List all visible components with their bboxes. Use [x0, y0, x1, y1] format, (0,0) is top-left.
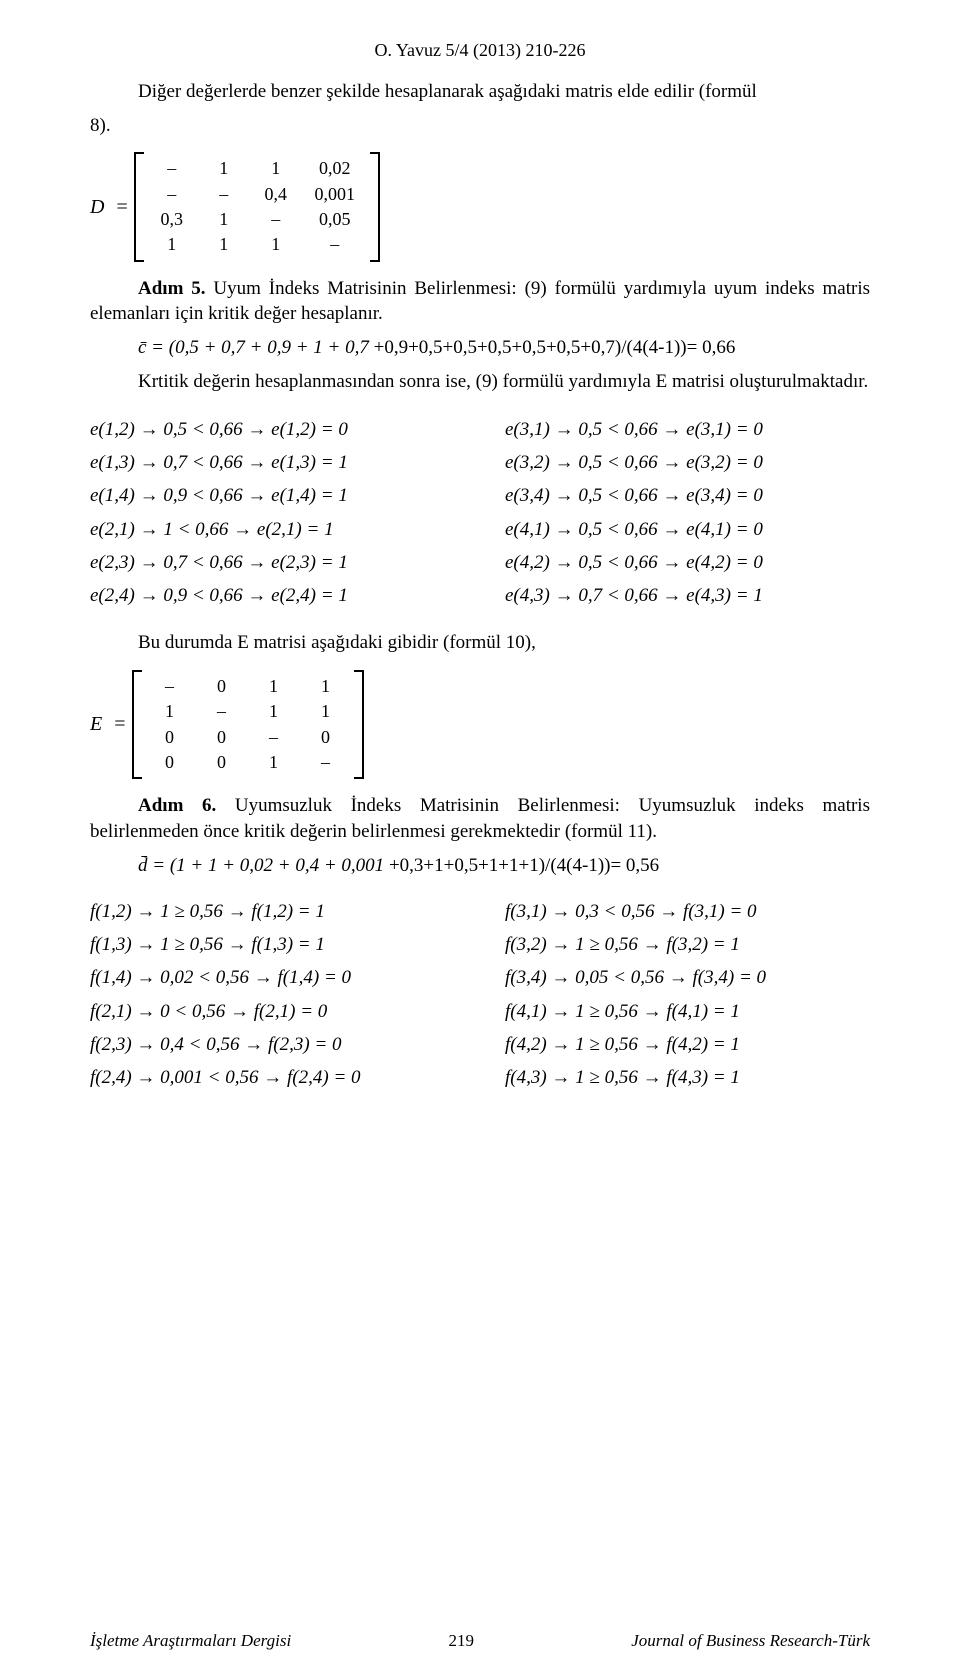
- f-right-column: f(3,1) → 0,3 < 0,56 → f(3,1) = 0 f(3,2) …: [505, 895, 870, 1095]
- e-line: e(3,2) → 0,5 < 0,66 → e(3,2) = 0: [505, 446, 870, 479]
- matrix-cell: 1: [248, 750, 300, 775]
- e-line: e(4,2) → 0,5 < 0,66 → e(4,2) = 0: [505, 546, 870, 579]
- matrix-cell: 1: [198, 232, 250, 257]
- e-line: e(3,4) → 0,5 < 0,66 → e(3,4) = 0: [505, 479, 870, 512]
- dbar-prefix: d̄ = (1 + 1 + 0,02 + 0,4 + 0,001: [138, 855, 389, 876]
- matrix-E-row: E = – 0 1 1 1 – 1 1 0 0 – 0 0: [90, 670, 870, 780]
- f-line: f(2,1) → 0 < 0,56 → f(2,1) = 0: [90, 995, 455, 1028]
- e-line: e(2,1) → 1 < 0,66 → e(2,1) = 1: [90, 513, 455, 546]
- matrix-cell: 0: [196, 674, 248, 699]
- f-line: f(4,3) → 1 ≥ 0,56 → f(4,3) = 1: [505, 1061, 870, 1094]
- matrix-cell: 0,3: [146, 207, 198, 232]
- f-line: f(4,1) → 1 ≥ 0,56 → f(4,1) = 1: [505, 995, 870, 1028]
- matrix-cell: 0: [196, 750, 248, 775]
- matrix-cell: 0,02: [302, 156, 368, 181]
- e-left-column: e(1,2) → 0,5 < 0,66 → e(1,2) = 0 e(1,3) …: [90, 413, 455, 613]
- cbar-suffix: +0,9+0,5+0,5+0,5+0,5+0,5+0,7)/(4(4-1))= …: [374, 337, 736, 358]
- e-line: e(4,1) → 0,5 < 0,66 → e(4,1) = 0: [505, 513, 870, 546]
- f-line: f(3,4) → 0,05 < 0,56 → f(3,4) = 0: [505, 961, 870, 994]
- matrix-D-row: D = – 1 1 0,02 – – 0,4 0,001 0,3 1 – 0,0…: [90, 152, 870, 262]
- matrix-cell: 0,4: [250, 182, 302, 207]
- matrix-cell: –: [196, 699, 248, 724]
- e-line: e(1,3) → 0,7 < 0,66 → e(1,3) = 1: [90, 446, 455, 479]
- matrix-D-label: D: [90, 196, 104, 219]
- matrix-E: – 0 1 1 1 – 1 1 0 0 – 0 0 0 1 –: [132, 670, 364, 780]
- footer-left: İşletme Araştırmaları Dergisi: [90, 1631, 291, 1651]
- page: O. Yavuz 5/4 (2013) 210-226 Diğer değerl…: [0, 0, 960, 1677]
- page-footer: İşletme Araştırmaları Dergisi 219 Journa…: [90, 1631, 870, 1651]
- running-header: O. Yavuz 5/4 (2013) 210-226: [90, 40, 870, 61]
- cbar-prefix: c̄ = (0,5 + 0,7 + 0,9 + 1 + 0,7: [138, 337, 374, 358]
- e-line: e(4,3) → 0,7 < 0,66 → e(4,3) = 1: [505, 579, 870, 612]
- e-line: e(2,4) → 0,9 < 0,66 → e(2,4) = 1: [90, 579, 455, 612]
- matrix-cell: –: [146, 156, 198, 181]
- step6-paragraph: Adım 6. Uyumsuzluk İndeks Matrisinin Bel…: [90, 793, 870, 844]
- f-line: f(1,2) → 1 ≥ 0,56 → f(1,2) = 1: [90, 895, 455, 928]
- matrix-cell: 0: [144, 725, 196, 750]
- matrix-cell: 0,001: [302, 182, 368, 207]
- matrix-cell: –: [248, 725, 300, 750]
- matrix-cell: 1: [198, 207, 250, 232]
- e-line: e(3,1) → 0,5 < 0,66 → e(3,1) = 0: [505, 413, 870, 446]
- f-line: f(1,4) → 0,02 < 0,56 → f(1,4) = 0: [90, 961, 455, 994]
- step5-text: Uyum İndeks Matrisinin Belirlenmesi: (9)…: [90, 278, 870, 325]
- e-calculations: e(1,2) → 0,5 < 0,66 → e(1,2) = 0 e(1,3) …: [90, 413, 870, 613]
- matrix-E-label: E: [90, 713, 102, 736]
- e-right-column: e(3,1) → 0,5 < 0,66 → e(3,1) = 0 e(3,2) …: [505, 413, 870, 613]
- matrix-cell: –: [146, 182, 198, 207]
- matrix-cell: 1: [300, 674, 352, 699]
- paragraph-1b: 8).: [90, 113, 870, 139]
- cbar-equation: c̄ = (0,5 + 0,7 + 0,9 + 1 + 0,7 +0,9+0,5…: [138, 337, 870, 359]
- dbar-suffix: +0,3+1+0,5+1+1+1)/(4(4-1))= 0,56: [389, 855, 659, 876]
- matrix-cell: –: [250, 207, 302, 232]
- E-intro-paragraph: Bu durumda E matrisi aşağıdaki gibidir (…: [90, 630, 870, 656]
- matrix-cell: 0: [196, 725, 248, 750]
- matrix-cell: 1: [248, 699, 300, 724]
- matrix-cell: 1: [146, 232, 198, 257]
- matrix-cell: –: [144, 674, 196, 699]
- matrix-cell: 0: [144, 750, 196, 775]
- f-line: f(2,3) → 0,4 < 0,56 → f(2,3) = 0: [90, 1028, 455, 1061]
- equals-sign: =: [116, 196, 127, 219]
- f-line: f(4,2) → 1 ≥ 0,56 → f(4,2) = 1: [505, 1028, 870, 1061]
- paragraph-1a: Diğer değerlerde benzer şekilde hesaplan…: [90, 79, 870, 105]
- f-line: f(2,4) → 0,001 < 0,56 → f(2,4) = 0: [90, 1061, 455, 1094]
- e-line: e(1,2) → 0,5 < 0,66 → e(1,2) = 0: [90, 413, 455, 446]
- matrix-cell: 1: [144, 699, 196, 724]
- e-line: e(1,4) → 0,9 < 0,66 → e(1,4) = 1: [90, 479, 455, 512]
- matrix-cell: 0: [300, 725, 352, 750]
- f-line: f(1,3) → 1 ≥ 0,56 → f(1,3) = 1: [90, 928, 455, 961]
- matrix-cell: 0,05: [302, 207, 368, 232]
- matrix-cell: –: [300, 750, 352, 775]
- matrix-cell: 1: [300, 699, 352, 724]
- equals-sign: =: [114, 713, 125, 736]
- f-line: f(3,1) → 0,3 < 0,56 → f(3,1) = 0: [505, 895, 870, 928]
- dbar-equation: d̄ = (1 + 1 + 0,02 + 0,4 + 0,001 +0,3+1+…: [138, 855, 870, 877]
- f-calculations: f(1,2) → 1 ≥ 0,56 → f(1,2) = 1 f(1,3) → …: [90, 895, 870, 1095]
- step5-label: Adım 5.: [138, 278, 206, 299]
- f-line: f(3,2) → 1 ≥ 0,56 → f(3,2) = 1: [505, 928, 870, 961]
- matrix-cell: 1: [250, 156, 302, 181]
- matrix-cell: –: [198, 182, 250, 207]
- f-left-column: f(1,2) → 1 ≥ 0,56 → f(1,2) = 1 f(1,3) → …: [90, 895, 455, 1095]
- matrix-cell: –: [302, 232, 368, 257]
- footer-right: Journal of Business Research-Türk: [631, 1631, 870, 1651]
- kritik-paragraph: Krtitik değerin hesaplanmasından sonra i…: [90, 369, 870, 395]
- matrix-cell: 1: [248, 674, 300, 699]
- step5-paragraph: Adım 5. Uyum İndeks Matrisinin Belirlenm…: [90, 276, 870, 327]
- e-line: e(2,3) → 0,7 < 0,66 → e(2,3) = 1: [90, 546, 455, 579]
- matrix-cell: 1: [198, 156, 250, 181]
- step6-label: Adım 6.: [138, 795, 216, 816]
- footer-page-number: 219: [448, 1631, 474, 1651]
- matrix-D: – 1 1 0,02 – – 0,4 0,001 0,3 1 – 0,05 1 …: [134, 152, 380, 262]
- matrix-cell: 1: [250, 232, 302, 257]
